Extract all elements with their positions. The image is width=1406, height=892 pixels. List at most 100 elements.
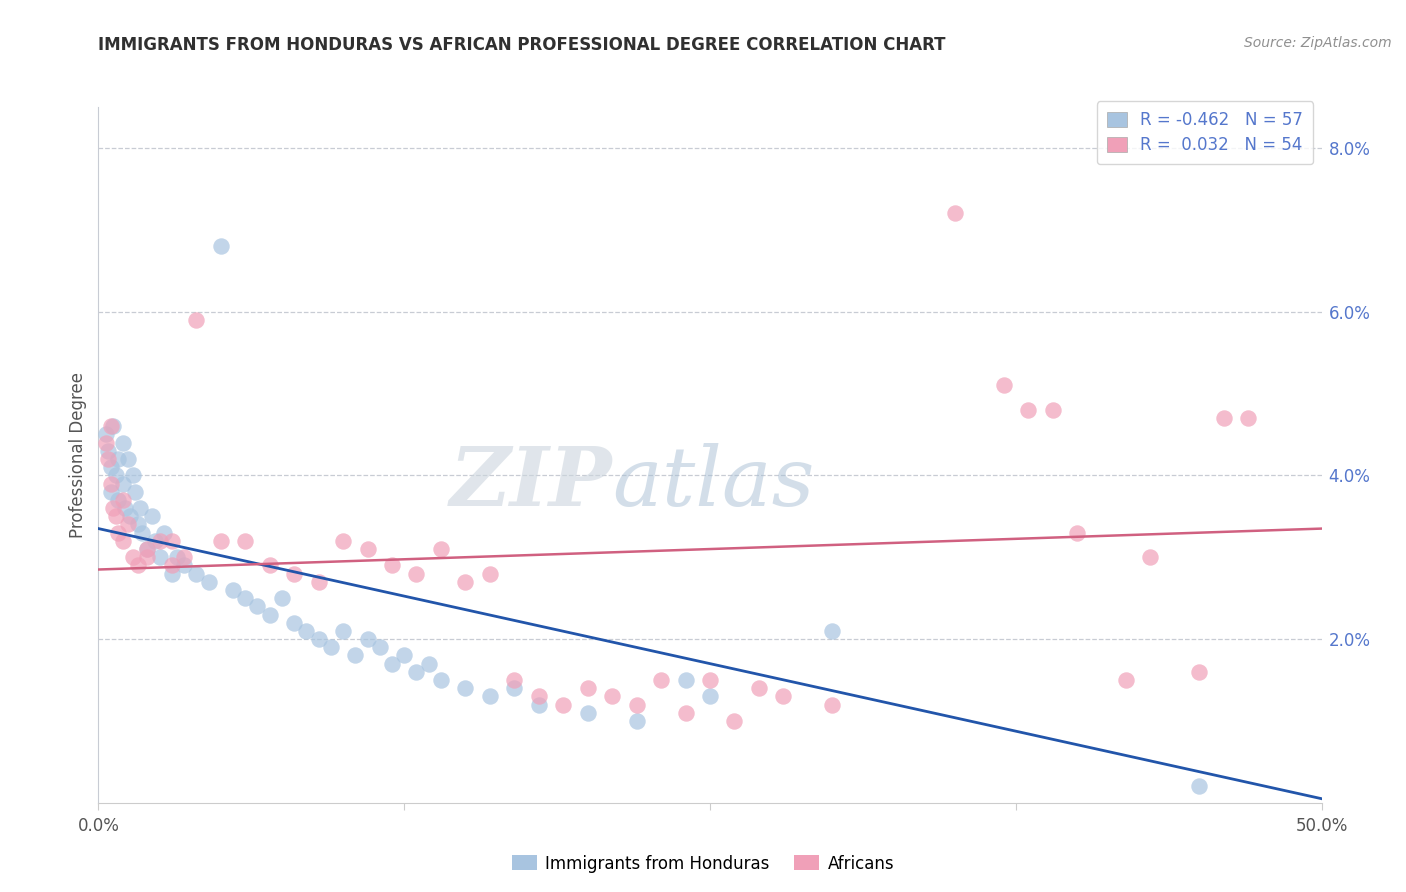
Point [94, 427, 117, 442]
Point [97, 452, 120, 467]
Point [1017, 403, 1039, 417]
Point [136, 550, 159, 565]
Point [993, 378, 1015, 392]
Point [283, 615, 305, 630]
Legend: R = -0.462   N = 57, R =  0.032   N = 54: R = -0.462 N = 57, R = 0.032 N = 54 [1097, 102, 1313, 164]
Point [332, 533, 354, 548]
Point [650, 673, 672, 687]
Point [527, 698, 550, 712]
Point [553, 698, 575, 712]
Point [136, 542, 159, 557]
Point [1042, 403, 1064, 417]
Point [233, 591, 256, 606]
Point [381, 558, 404, 573]
Point [283, 566, 305, 581]
Point [454, 681, 477, 696]
Point [107, 452, 129, 467]
Point [418, 657, 440, 671]
Point [121, 468, 143, 483]
Point [430, 673, 453, 687]
Point [160, 566, 183, 581]
Point [478, 690, 501, 704]
Point [1188, 665, 1211, 679]
Point [1139, 550, 1161, 565]
Point [723, 714, 745, 728]
Point [503, 673, 526, 687]
Point [600, 690, 623, 704]
Point [173, 558, 195, 573]
Point [576, 706, 599, 720]
Y-axis label: Professional Degree: Professional Degree [69, 372, 87, 538]
Point [430, 542, 453, 557]
Point [129, 501, 152, 516]
Point [295, 624, 318, 638]
Point [675, 706, 697, 720]
Point [748, 681, 770, 696]
Point [503, 681, 526, 696]
Point [699, 690, 721, 704]
Point [344, 648, 367, 663]
Point [821, 698, 844, 712]
Point [111, 435, 134, 450]
Point [233, 533, 256, 548]
Point [101, 501, 124, 516]
Point [1188, 780, 1211, 794]
Point [270, 591, 294, 606]
Point [111, 476, 134, 491]
Point [405, 665, 427, 679]
Point [405, 566, 427, 581]
Point [1066, 525, 1088, 540]
Point [127, 517, 149, 532]
Point [308, 574, 330, 589]
Point [104, 468, 127, 483]
Point [332, 624, 354, 638]
Point [131, 525, 153, 540]
Point [104, 509, 127, 524]
Legend: Immigrants from Honduras, Africans: Immigrants from Honduras, Africans [505, 848, 901, 880]
Point [107, 525, 129, 540]
Point [143, 533, 166, 548]
Point [1212, 411, 1234, 425]
Point [259, 558, 281, 573]
Point [166, 550, 188, 565]
Point [308, 632, 330, 646]
Point [120, 509, 142, 524]
Point [675, 673, 697, 687]
Point [576, 681, 599, 696]
Point [97, 443, 120, 458]
Point [173, 550, 195, 565]
Point [454, 574, 477, 589]
Point [117, 517, 139, 532]
Point [259, 607, 281, 622]
Point [356, 542, 378, 557]
Point [100, 476, 122, 491]
Point [111, 492, 134, 507]
Text: ZIP: ZIP [450, 442, 612, 523]
Point [209, 239, 232, 253]
Point [100, 419, 122, 434]
Point [186, 566, 208, 581]
Point [153, 525, 176, 540]
Point [149, 550, 172, 565]
Point [1115, 673, 1137, 687]
Point [149, 533, 172, 548]
Point [527, 690, 550, 704]
Point [121, 550, 143, 565]
Point [626, 698, 648, 712]
Point [107, 492, 129, 507]
Point [209, 533, 232, 548]
Point [699, 673, 721, 687]
Point [114, 501, 136, 516]
Point [160, 533, 183, 548]
Point [186, 313, 208, 327]
Point [1237, 411, 1260, 425]
Point [136, 542, 159, 557]
Point [100, 484, 122, 499]
Text: Source: ZipAtlas.com: Source: ZipAtlas.com [1244, 36, 1392, 50]
Point [101, 419, 124, 434]
Point [94, 435, 117, 450]
Point [160, 558, 183, 573]
Point [100, 460, 122, 475]
Point [478, 566, 501, 581]
Point [117, 452, 139, 467]
